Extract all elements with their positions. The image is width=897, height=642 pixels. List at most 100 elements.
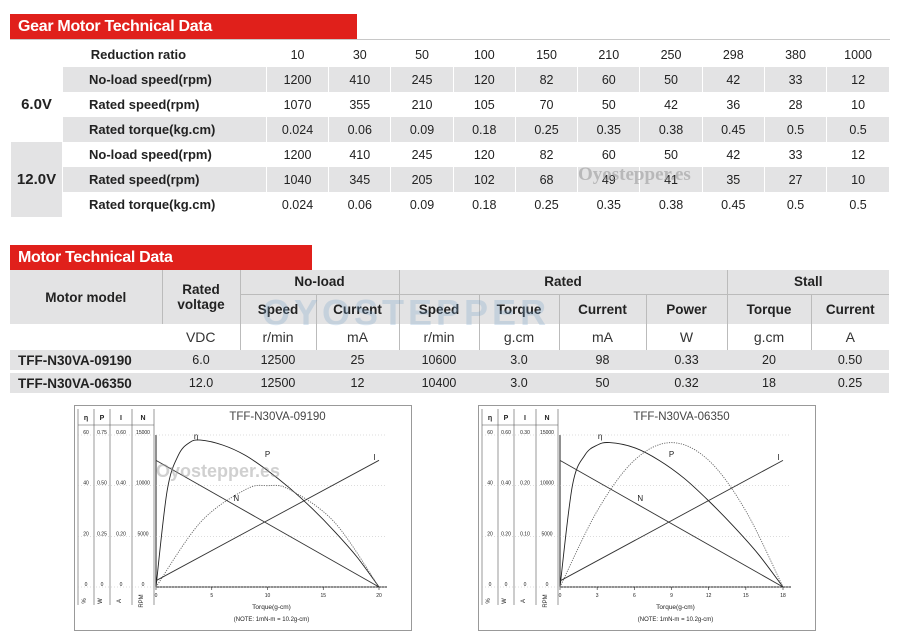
curve-label-eta: η: [598, 432, 602, 441]
curve-label-i: I: [777, 453, 779, 462]
spec-value: 0.09: [390, 192, 454, 217]
spec-value: 120: [452, 142, 516, 167]
spec-value: 0.06: [328, 192, 391, 217]
chart-note: (NOTE: 1mN-m = 10.2g-cm): [234, 617, 310, 623]
scale-label: 40: [83, 481, 89, 487]
sub-rated-current: Current: [558, 294, 646, 324]
gear-row: 12.0V No-load speed(rpm) 1200 410 245 120 82 60…: [10, 142, 889, 217]
motor-value: 20: [727, 350, 811, 370]
scale-label: 40: [487, 481, 493, 487]
chart-frame: [74, 405, 412, 631]
spec-value: 245: [390, 67, 454, 92]
spec-value: 12: [826, 67, 889, 92]
gear-row: Rated torque(kg.cm) 0.024 0.06 0.09 0.18 0.25…: [11, 192, 889, 217]
units-blank: [10, 324, 162, 350]
ratio-value: 1000: [826, 42, 889, 67]
spec-value: 0.5: [763, 192, 827, 217]
ratio-value: 380: [763, 42, 827, 67]
x-axis-label: Torque(g-cm): [252, 604, 291, 611]
x-tick-label: 5: [210, 593, 213, 599]
col-motor-model: Motor model: [10, 270, 162, 324]
series-eta-line: [559, 442, 784, 588]
spec-value: 68: [514, 167, 578, 192]
curve-label-i: I: [373, 453, 375, 462]
scale-label: 10000: [136, 481, 150, 487]
spec-value: 410: [328, 67, 391, 92]
curve-label-n: N: [233, 494, 239, 503]
sub-noload-current: Current: [315, 294, 399, 324]
scale-label: 0.50: [97, 481, 107, 487]
chart-note: (NOTE: 1mN-m = 10.2g-cm): [638, 617, 714, 623]
scale-label: 0: [142, 582, 145, 588]
spec-value: 36: [701, 92, 765, 117]
col-rated-voltage: Rated voltage: [161, 270, 240, 324]
scale-label: 0.40: [116, 481, 126, 487]
spec-value: 0.5: [826, 117, 889, 142]
scale-label: 0.10: [520, 531, 530, 537]
reduction-ratio-row: Reduction ratio 10 30 50 100 150 210 250 298 380 1…: [10, 42, 889, 67]
spec-label: No-load speed(rpm): [61, 67, 267, 92]
spec-value: 0.45: [701, 117, 765, 142]
group-rated: Rated: [398, 270, 727, 295]
spec-label: Rated speed(rpm): [61, 92, 267, 117]
spec-value: 33: [763, 67, 827, 92]
scale-label: 0: [120, 582, 123, 588]
ratio-value: 50: [390, 42, 454, 67]
spec-value: 42: [639, 92, 703, 117]
spec-value: 345: [328, 167, 391, 192]
watermark-text: Oyostepper.es: [156, 461, 280, 481]
series-p-line: [559, 442, 784, 588]
axis-header: P: [100, 415, 105, 422]
scale-label: 20: [83, 531, 89, 537]
group-noload: No-load: [239, 270, 399, 295]
axis-header: I: [120, 415, 122, 422]
motor-value: 0.25: [811, 373, 889, 393]
scale-label: 15000: [136, 430, 150, 436]
axis-header: η: [488, 415, 492, 422]
motor-value: 10600: [399, 350, 479, 370]
motor-value: 10400: [399, 373, 479, 393]
curve-label-p: P: [265, 450, 270, 459]
motor-row: TFF-N30VA-09190 6.0 12500 25 10600 3.0 98 0.33 2…: [10, 350, 889, 370]
watermark-text: Oyostepper.es: [578, 164, 691, 185]
axis-unit: RPM: [139, 594, 145, 607]
motor-value: 0.50: [811, 350, 889, 370]
series-n-line: [155, 459, 380, 588]
motor-value: 0.32: [646, 373, 727, 393]
sub-noload-speed: Speed: [239, 294, 316, 324]
ratio-value: 150: [514, 42, 578, 67]
gear-section-title: Gear Motor Technical Data: [10, 14, 357, 40]
spec-label: Rated torque(kg.cm): [61, 117, 267, 142]
scale-label: 0.40: [501, 481, 511, 487]
spec-value: 1070: [265, 92, 329, 117]
unit-label: W: [645, 324, 727, 350]
chart-frame: [478, 405, 816, 631]
axis-unit: %: [82, 598, 88, 604]
spec-value: 27: [763, 167, 827, 192]
x-tick-label: 15: [320, 593, 326, 599]
gear-row: Rated torque(kg.cm) 0.024 0.06 0.09 0.18 0.25…: [11, 117, 889, 142]
spec-label: Rated speed(rpm): [61, 167, 267, 192]
motor-value: 12: [316, 373, 399, 393]
motor-section-title: Motor Technical Data: [10, 245, 312, 271]
motor-value: 18: [727, 373, 811, 393]
motor-value: 0.33: [646, 350, 727, 370]
axis-unit: A: [117, 599, 123, 603]
axis-unit: W: [502, 598, 508, 604]
motor-value: 3.0: [479, 350, 559, 370]
x-tick-label: 0: [559, 593, 562, 599]
spec-value: 10: [826, 92, 889, 117]
sub-stall-current: Current: [810, 294, 889, 324]
spec-value: 0.25: [514, 192, 578, 217]
spec-value: 33: [763, 142, 827, 167]
performance-chart-09190: η P I N 60 0.75 0.60 15000 40 0.50 0.40 10000 20 0.25…: [74, 405, 412, 636]
spec-value: 42: [701, 142, 765, 167]
spec-value: 0.18: [452, 192, 516, 217]
curve-label-n: N: [637, 494, 643, 503]
spec-value: 70: [514, 92, 578, 117]
watermark-logo: OYOSTEPPER: [262, 292, 551, 333]
scale-label: 0.20: [501, 531, 511, 537]
performance-chart-06350: η P I N 60 0.60 0.30 15000 40 0.40 0.20 10000 20 0.20…: [478, 405, 816, 636]
unit-label: r/min: [239, 324, 316, 350]
